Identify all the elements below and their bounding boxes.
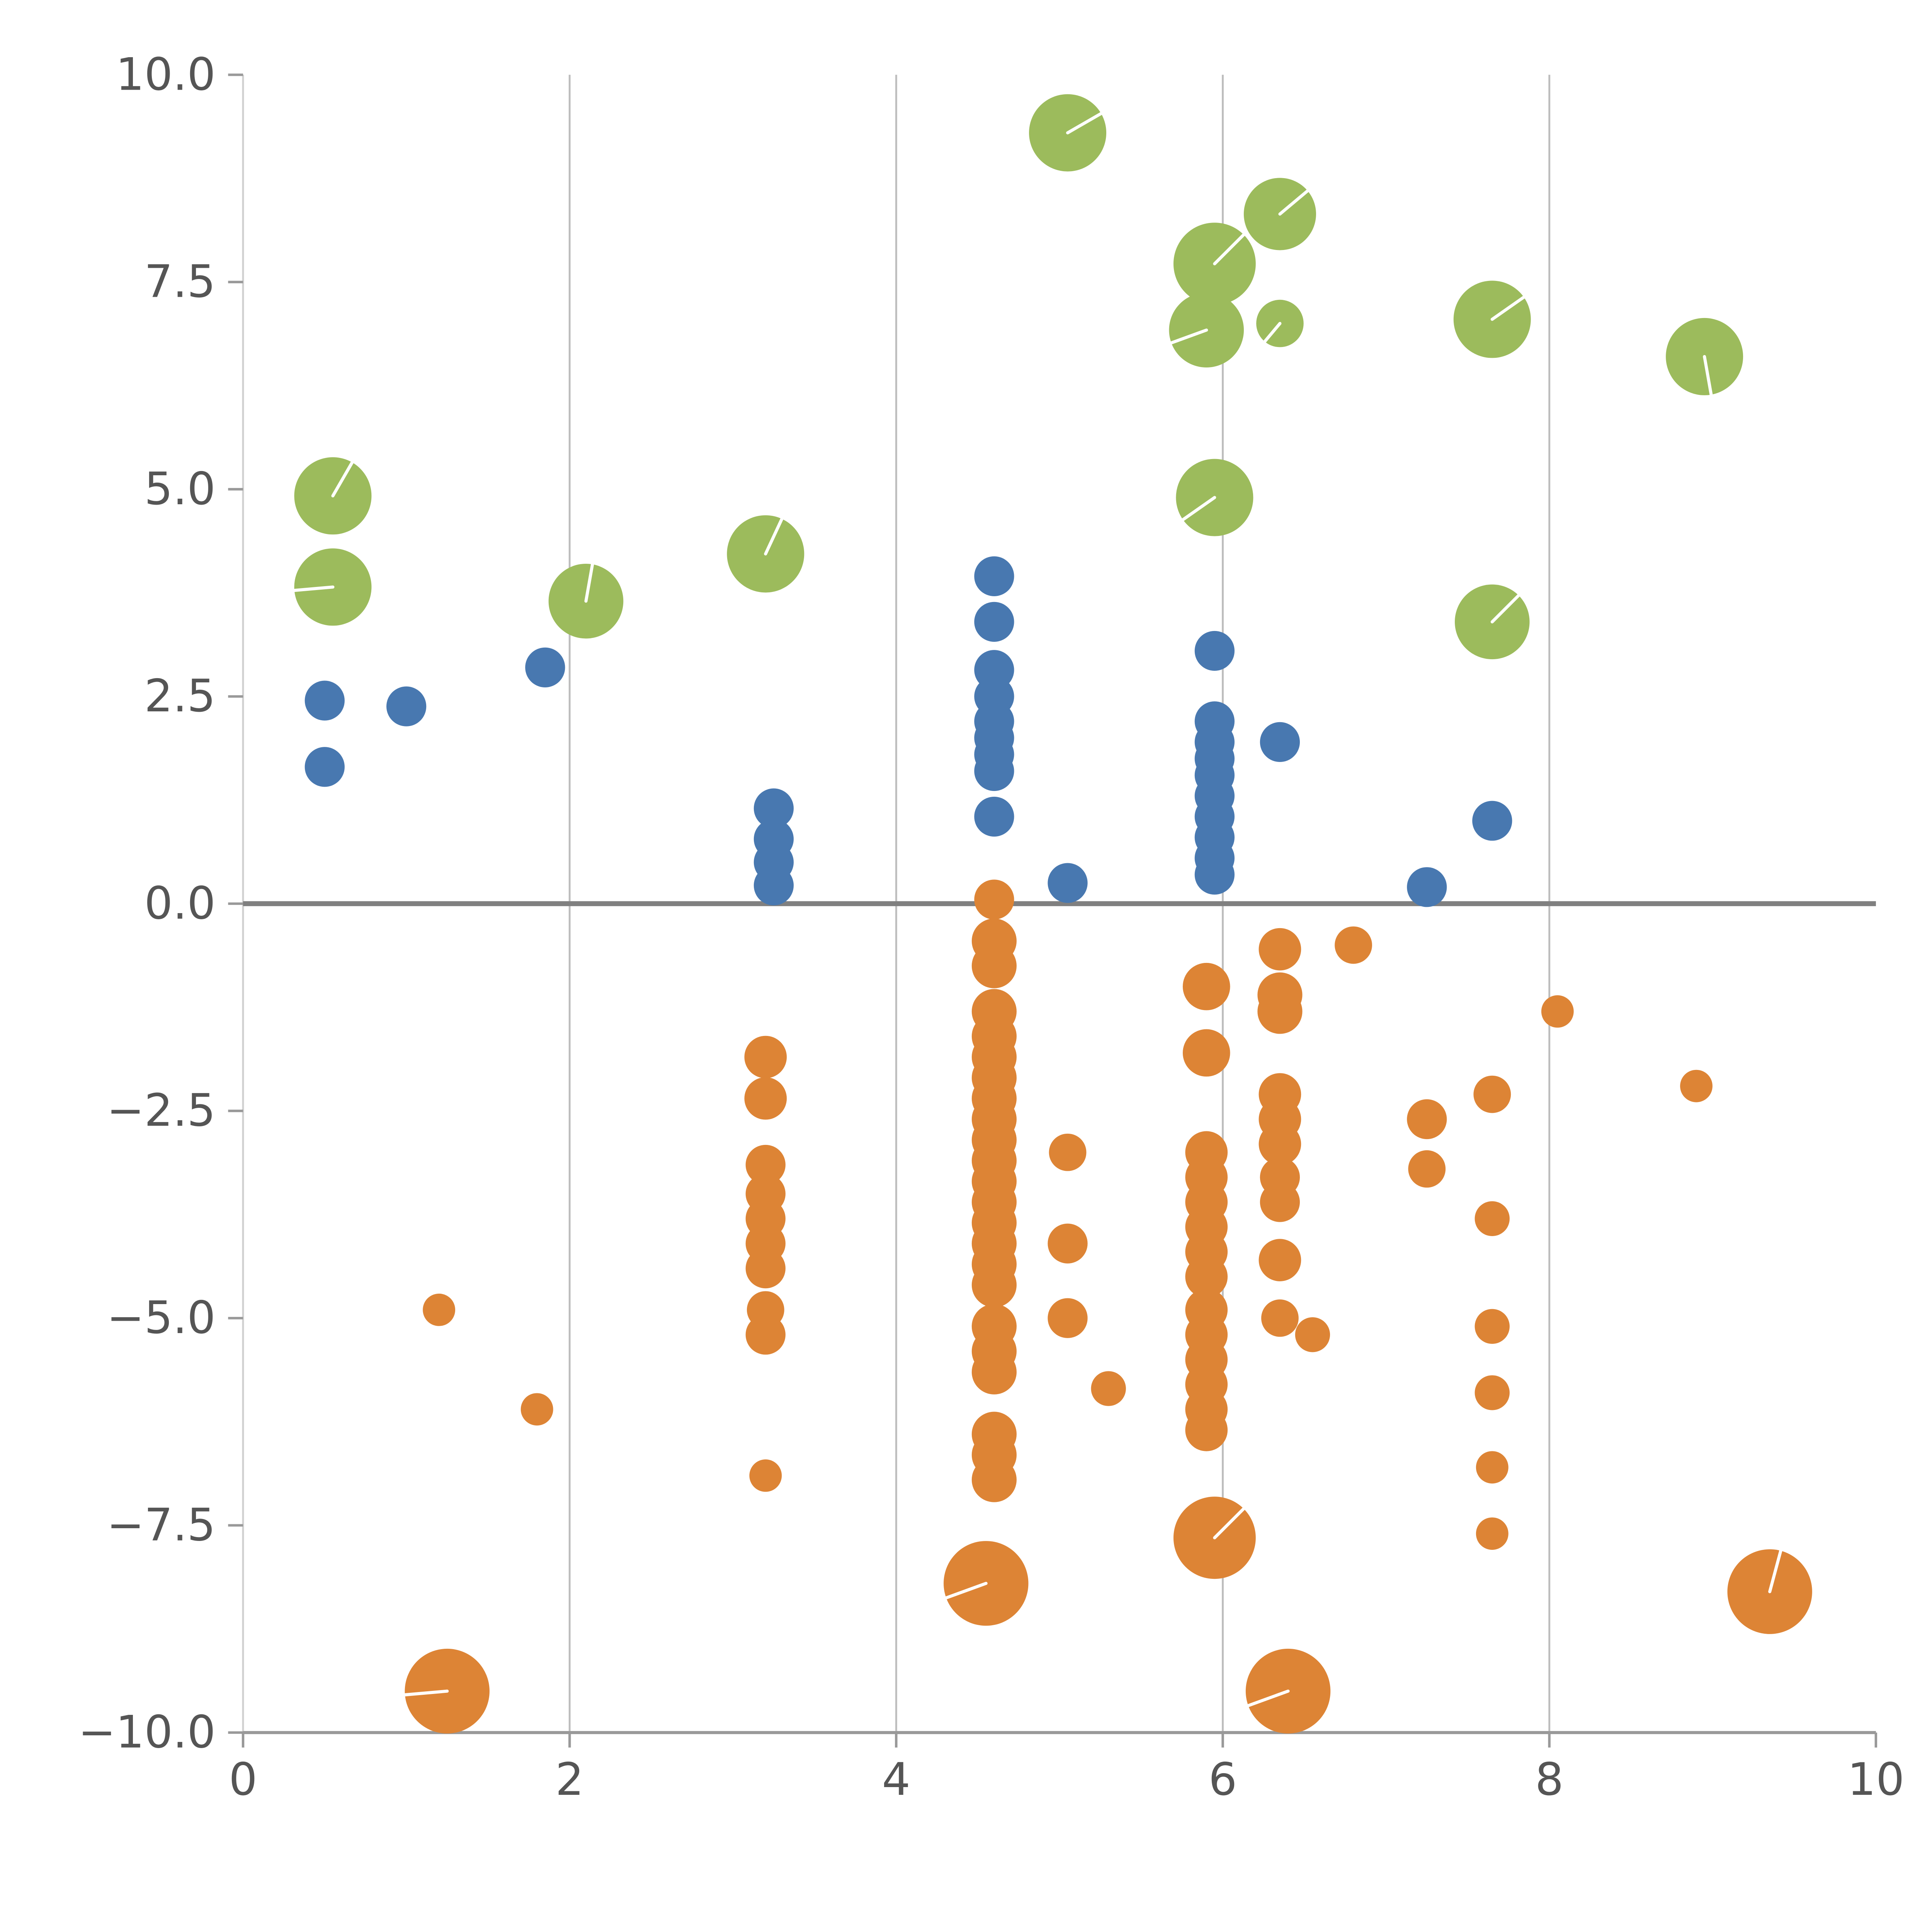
orange-dots-point [1541,995,1574,1028]
orange-dots-point [1091,1371,1126,1406]
blue-dots-point [974,602,1014,642]
orange-dots-point [744,1036,787,1078]
blue-dots-point [753,865,794,906]
orange-dots-point-tick [1247,1689,1290,1708]
green-bubbles-point-tick [1181,496,1216,521]
orange-dots-point [744,1077,787,1120]
green-bubbles-point-tick [1066,112,1103,134]
y-tick-label: −10.0 [78,1706,216,1759]
blue-dots-point [1194,855,1235,895]
green-bubbles-point-tick [1170,328,1208,345]
green-bubbles-point-tick [1263,322,1282,344]
y-tick-label: −7.5 [107,1499,216,1551]
orange-dots-point [1475,1375,1510,1410]
y-tick-label: 7.5 [144,256,216,308]
x-tick-label: 6 [1209,1753,1237,1806]
green-bubbles-point-tick [331,461,354,498]
orange-dots-point [1475,1201,1510,1236]
orange-dots-point [1185,1409,1228,1451]
orange-dots-point [1048,1223,1088,1264]
orange-dots-point [971,1262,1017,1308]
orange-dots-point [520,1393,553,1426]
orange-dots-point [1260,1182,1300,1222]
orange-dots-point [1048,1298,1088,1338]
orange-dots-point [1680,1070,1713,1102]
green-bubbles-point-tick [1490,295,1526,321]
green-bubbles-point-tick [1703,355,1713,396]
orange-dots-point [1261,1299,1299,1337]
blue-dots-point [1472,801,1512,841]
orange-dots-point [971,1457,1017,1502]
y-tick-label: 2.5 [144,670,216,722]
green-bubbles-point-tick [1213,233,1245,265]
green-bubbles-point-tick [584,563,594,603]
orange-dots-point [1407,1099,1447,1139]
blue-dots-point [1407,867,1447,907]
orange-dots-point [749,1459,782,1492]
orange-dots-point [971,1349,1017,1395]
orange-dots-point [1473,1075,1511,1113]
y-tick-label: 0.0 [144,877,216,929]
orange-dots-point [1259,928,1301,971]
orange-dots-point [745,1248,786,1289]
blue-dots-point [974,751,1014,791]
orange-dots-point [974,879,1014,920]
blue-dots-point [304,747,345,787]
orange-dots-point [1182,963,1230,1010]
green-bubbles-point-tick [293,585,335,592]
orange-dots-point [1335,926,1372,964]
green-bubbles-point-tick [764,517,784,556]
orange-dots-point [1185,1255,1228,1298]
orange-dots-point-tick [944,1582,988,1600]
x-tick-label: 10 [1847,1753,1905,1806]
blue-dots-point [1194,631,1235,671]
x-tick-label: 0 [229,1753,257,1806]
blue-dots-point [753,788,794,828]
orange-dots-point [1259,1122,1301,1165]
blue-dots-point [1048,863,1088,903]
orange-dots-point [1476,1517,1509,1550]
x-tick-label: 8 [1535,1753,1564,1806]
orange-dots-point [745,1145,786,1185]
green-bubbles-point-tick [1490,594,1520,624]
blue-dots-point [1260,722,1300,762]
x-tick-label: 2 [555,1753,584,1806]
orange-dots-point [1257,989,1303,1034]
orange-dots-point-tick [1213,1507,1245,1539]
y-tick-label: −5.0 [107,1292,216,1344]
orange-dots-point [745,1315,786,1355]
y-tick-label: 5.0 [144,463,216,515]
orange-dots-point [423,1293,456,1326]
blue-dots-point [974,796,1014,837]
y-tick-label: 10.0 [116,48,216,100]
orange-dots-point [1475,1309,1510,1344]
blue-dots-point [974,556,1014,596]
orange-dots-point [971,943,1017,988]
orange-dots-point-tick [403,1689,449,1697]
green-bubbles-point-tick [1278,189,1310,216]
orange-dots-point [1049,1133,1087,1171]
x-tick-label: 4 [882,1753,910,1806]
orange-dots-point-tick [1768,1549,1782,1594]
orange-dots-point [1259,1239,1301,1281]
orange-dots-point [1476,1451,1509,1484]
orange-dots-point [1408,1150,1446,1188]
blue-dots-point [386,686,427,726]
orange-dots-point [1295,1317,1330,1352]
blue-dots-point [304,680,345,721]
blue-dots-point [525,647,565,687]
y-tick-label: −2.5 [107,1085,216,1137]
orange-dots-point [1182,1029,1230,1077]
